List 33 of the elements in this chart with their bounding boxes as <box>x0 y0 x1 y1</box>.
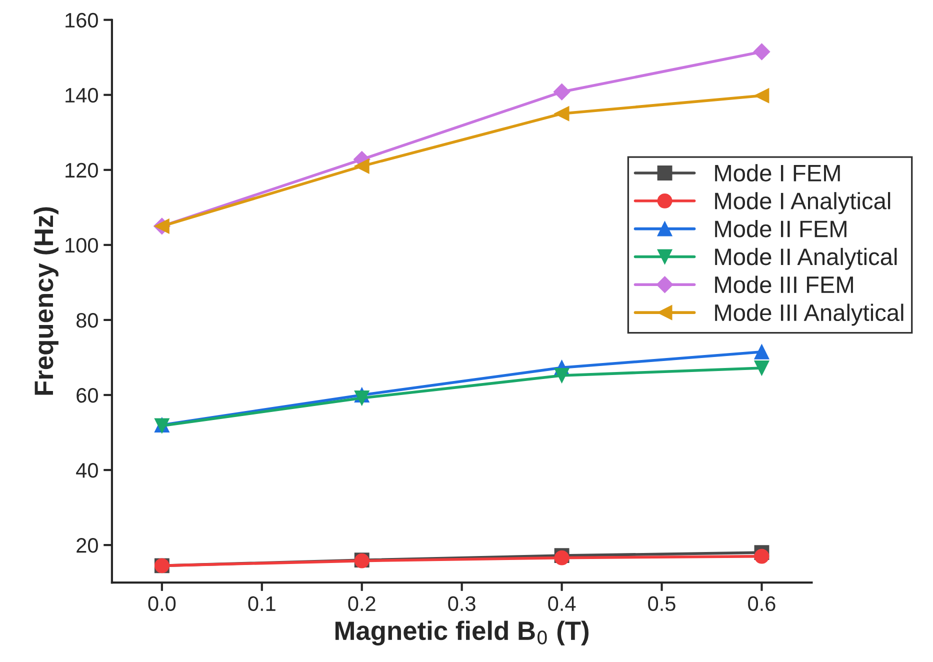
point <box>754 344 770 360</box>
point <box>354 158 370 174</box>
point <box>754 548 770 564</box>
y-tick-label: 20 <box>76 538 98 553</box>
point <box>754 360 770 376</box>
legend-label: Mode I FEM <box>715 164 840 182</box>
y-tick-label: 160 <box>66 12 98 28</box>
legend-label: Mode II FEM <box>715 220 846 238</box>
point <box>753 43 770 60</box>
x-tick-label: 0.2 <box>348 596 376 612</box>
x-tick-label: 0.6 <box>748 596 776 612</box>
x-axis-title: Magnetic field B$_{0}$ (T) <box>335 620 588 646</box>
point <box>554 368 570 383</box>
x-tick-label: 0.5 <box>648 596 676 612</box>
point <box>354 390 370 406</box>
legend-label: Mode II Analytical <box>715 248 897 270</box>
y-axis-title: Frequency (Hz) <box>34 207 58 395</box>
legend-label: Mode III Analytical <box>715 304 904 326</box>
point <box>554 106 570 122</box>
y-tick-label: 80 <box>76 312 98 328</box>
y-tick-label: 60 <box>76 388 98 403</box>
y-tick-label: 100 <box>66 238 98 253</box>
x-tick-label: 0.4 <box>548 596 576 612</box>
x-tick-label: 0.0 <box>148 596 176 612</box>
y-tick-label: 140 <box>66 88 98 103</box>
legend-label: Mode III FEM <box>715 276 853 294</box>
point <box>754 88 770 104</box>
legend-label: Mode I Analytical <box>715 192 890 214</box>
x-tick-label: 0.3 <box>448 596 476 612</box>
y-tick-label: 40 <box>76 463 98 478</box>
x-tick-label: 0.1 <box>248 596 276 612</box>
point <box>553 84 570 100</box>
y-tick-label: 120 <box>66 162 98 178</box>
